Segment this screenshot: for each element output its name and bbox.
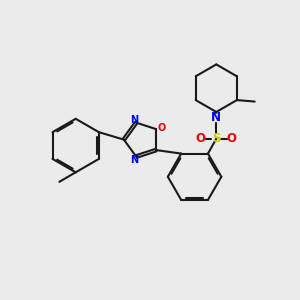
Text: N: N bbox=[130, 115, 138, 125]
Text: N: N bbox=[130, 155, 138, 165]
Text: O: O bbox=[196, 132, 206, 145]
Text: O: O bbox=[157, 123, 166, 133]
Text: O: O bbox=[227, 132, 237, 145]
Text: N: N bbox=[211, 111, 221, 124]
Text: S: S bbox=[212, 132, 220, 145]
